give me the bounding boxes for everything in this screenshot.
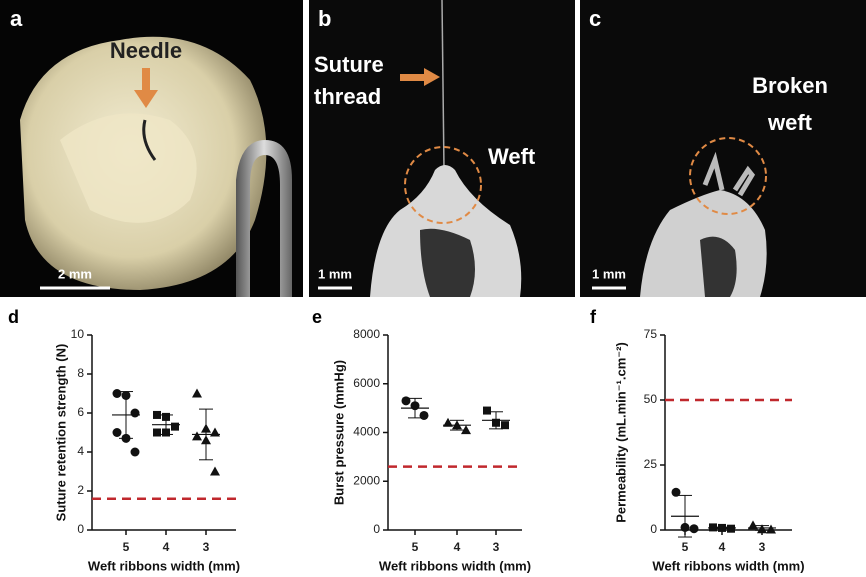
y-tick-label: 8000: [353, 327, 380, 341]
data-point: [192, 388, 202, 398]
y-tick-label: 75: [644, 327, 658, 341]
x-tick-label: 4: [454, 540, 461, 554]
x-tick-label: 3: [493, 540, 500, 554]
photo-a: a Needle 2 mm: [0, 0, 303, 297]
y-tick-label: 10: [71, 327, 85, 341]
y-tick-label: 4000: [353, 425, 380, 439]
panel-letter: a: [10, 6, 23, 31]
charts: d 0 2 4 6 8 10 5 4 3 Suture retention strength (N)…: [8, 307, 805, 574]
data-point: [171, 422, 179, 431]
x-tick-label: 5: [682, 540, 689, 554]
x-tick-label: 4: [719, 540, 726, 554]
y-tick-label: 25: [644, 457, 658, 471]
data-point: [501, 421, 509, 430]
data-point: [419, 410, 429, 420]
y-axis-label: Permeability (mL.min⁻¹.cm⁻²): [613, 342, 628, 523]
data-point: [153, 428, 161, 437]
y-tick-label: 0: [77, 522, 84, 536]
photo-label: Needle: [110, 38, 182, 63]
panel-letter: f: [590, 307, 597, 327]
y-tick-label: 0: [650, 522, 657, 536]
x-axis-label: Weft ribbons width (mm): [88, 558, 240, 573]
y-tick-label: 6000: [353, 376, 380, 390]
data-point: [153, 410, 161, 419]
x-axis-label: Weft ribbons width (mm): [652, 558, 804, 573]
scale-label: 1 mm: [318, 266, 352, 281]
photo-label: weft: [767, 110, 813, 135]
photo-label: Broken: [752, 73, 828, 98]
data-point: [130, 408, 140, 418]
y-tick-label: 2000: [353, 473, 380, 487]
photo-c: c Broken weft 1 mm: [580, 0, 866, 297]
y-tick-label: 6: [77, 405, 84, 419]
photo-label: Weft: [488, 144, 536, 169]
panel-letter: d: [8, 307, 19, 327]
photo-label: thread: [314, 84, 381, 109]
data-point: [112, 389, 122, 398]
x-tick-label: 3: [203, 540, 210, 554]
y-tick-label: 2: [77, 483, 84, 497]
data-point: [727, 524, 735, 533]
data-point: [671, 487, 681, 497]
y-tick-label: 50: [644, 392, 658, 406]
x-tick-label: 3: [759, 540, 766, 554]
data-point: [210, 466, 220, 476]
data-point: [766, 524, 776, 534]
x-tick-label: 5: [412, 540, 419, 554]
y-tick-label: 0: [373, 522, 380, 536]
data-point: [483, 406, 491, 415]
data-point: [461, 425, 471, 435]
photo-b: b Suture thread Weft 1 mm: [309, 0, 575, 297]
data-point: [689, 524, 699, 534]
x-tick-label: 5: [123, 540, 130, 554]
data-point: [748, 520, 758, 530]
panel-letter: b: [318, 6, 331, 31]
scale-label: 1 mm: [592, 266, 626, 281]
y-tick-label: 8: [77, 366, 84, 380]
data-point: [130, 447, 140, 457]
x-axis-label: Weft ribbons width (mm): [379, 558, 531, 573]
panel-letter: e: [312, 307, 322, 327]
photo-label: Suture: [314, 52, 384, 77]
data-point: [112, 428, 122, 437]
data-point: [443, 417, 453, 427]
data-point: [401, 396, 411, 406]
panel-letter: c: [589, 6, 601, 31]
x-tick-label: 4: [163, 540, 170, 554]
scale-label: 2 mm: [58, 266, 92, 281]
data-point: [192, 431, 202, 441]
y-axis-label: Burst pressure (mmHg): [331, 360, 346, 505]
y-axis-label: Suture retention strength (N): [53, 344, 68, 522]
data-point: [210, 427, 220, 437]
y-tick-label: 4: [77, 444, 84, 458]
